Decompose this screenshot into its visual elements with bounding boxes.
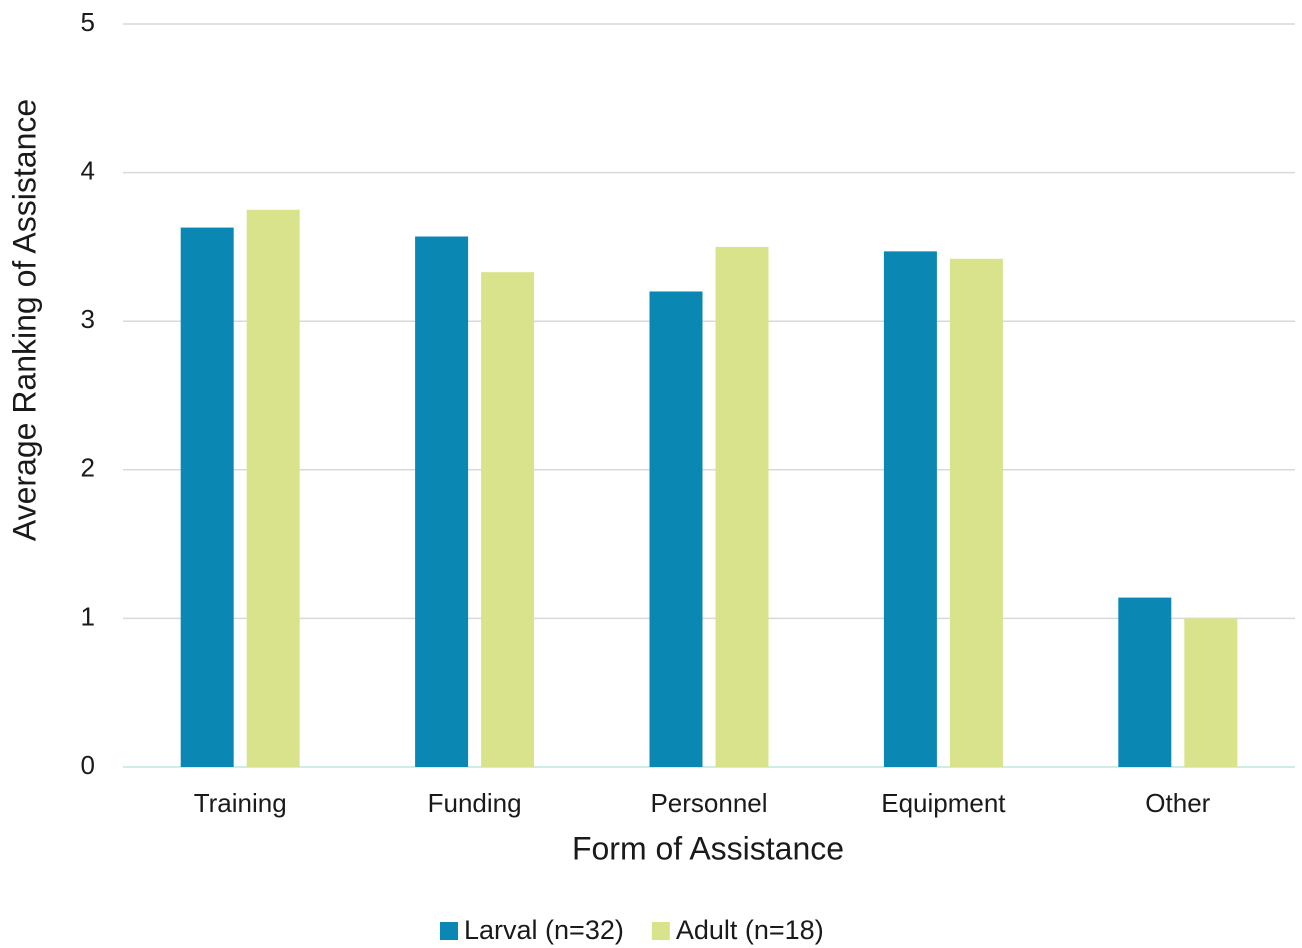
y-axis-title: Average Ranking of Assistance — [6, 99, 42, 541]
x-tick-label: Training — [194, 788, 287, 818]
bar — [715, 246, 769, 767]
x-axis-title: Form of Assistance — [572, 830, 844, 866]
y-tick-label: 5 — [81, 7, 95, 37]
bar — [246, 209, 300, 767]
legend-swatch — [651, 922, 670, 940]
y-tick-label: 3 — [81, 304, 95, 334]
y-tick-label: 2 — [81, 453, 95, 483]
bar — [1118, 597, 1172, 767]
x-tick-label: Personnel — [650, 788, 767, 818]
y-tick-label: 1 — [81, 601, 95, 631]
y-tick-label: 4 — [81, 155, 95, 185]
bar — [415, 236, 469, 768]
y-tick-label: 0 — [81, 750, 95, 780]
bar — [949, 258, 1003, 767]
x-tick-label: Equipment — [881, 788, 1006, 818]
x-tick-label: Other — [1145, 788, 1210, 818]
legend-label: Larval (n=32) — [464, 915, 624, 945]
legend-label: Adult (n=18) — [676, 915, 824, 945]
bar — [180, 227, 234, 767]
bar — [883, 251, 937, 767]
x-tick-label: Funding — [428, 788, 522, 818]
bar — [481, 272, 535, 767]
bar — [1184, 618, 1238, 767]
legend-swatch — [440, 922, 458, 940]
bar — [649, 291, 703, 767]
